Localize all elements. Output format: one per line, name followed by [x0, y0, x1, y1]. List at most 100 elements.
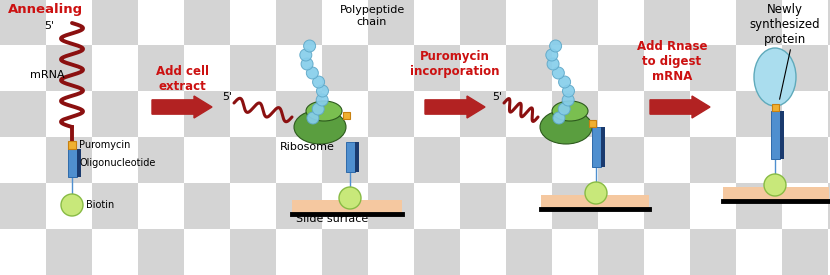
Text: Slide surface: Slide surface: [295, 214, 369, 224]
Bar: [506, 229, 552, 275]
Bar: [598, 137, 644, 183]
Bar: [292, 200, 402, 214]
Ellipse shape: [552, 101, 588, 121]
Text: Oligonucleotide: Oligonucleotide: [79, 158, 155, 168]
Bar: [828, 91, 830, 137]
Bar: [460, 137, 506, 183]
Bar: [276, 91, 322, 137]
Bar: [782, 229, 828, 275]
Bar: [276, 137, 322, 183]
Bar: [592, 127, 600, 167]
Bar: [828, 183, 830, 229]
Circle shape: [316, 94, 328, 106]
Bar: [92, 229, 138, 275]
Bar: [230, 137, 276, 183]
Bar: [414, 229, 460, 275]
Bar: [46, 0, 92, 45]
Bar: [690, 183, 736, 229]
Circle shape: [552, 67, 564, 79]
Bar: [588, 120, 595, 126]
Bar: [506, 137, 552, 183]
Bar: [736, 183, 782, 229]
Bar: [782, 0, 828, 45]
FancyArrow shape: [425, 96, 485, 118]
Circle shape: [339, 187, 361, 209]
Circle shape: [316, 85, 329, 97]
Bar: [345, 142, 354, 172]
Bar: [506, 45, 552, 91]
Bar: [690, 91, 736, 137]
Bar: [46, 183, 92, 229]
Bar: [828, 45, 830, 91]
Bar: [322, 229, 368, 275]
Bar: [276, 0, 322, 45]
Bar: [368, 45, 414, 91]
Bar: [736, 229, 782, 275]
Bar: [598, 229, 644, 275]
Ellipse shape: [540, 110, 592, 144]
Bar: [0, 229, 46, 275]
Text: Puromycin: Puromycin: [79, 140, 130, 150]
Bar: [322, 0, 368, 45]
Ellipse shape: [294, 110, 346, 144]
Bar: [0, 183, 46, 229]
FancyArrow shape: [650, 96, 710, 118]
Text: 5': 5': [44, 21, 54, 31]
FancyArrow shape: [152, 96, 212, 118]
Bar: [644, 229, 690, 275]
Bar: [322, 137, 368, 183]
Bar: [0, 137, 46, 183]
Bar: [506, 91, 552, 137]
Bar: [414, 0, 460, 45]
Bar: [772, 103, 779, 111]
Bar: [322, 183, 368, 229]
Circle shape: [313, 76, 325, 88]
Text: Biotin: Biotin: [86, 200, 115, 210]
Bar: [138, 137, 184, 183]
Circle shape: [547, 58, 559, 70]
Bar: [138, 229, 184, 275]
Bar: [598, 91, 644, 137]
Bar: [828, 229, 830, 275]
Bar: [736, 91, 782, 137]
Bar: [600, 127, 604, 167]
Bar: [68, 141, 76, 149]
Circle shape: [546, 49, 558, 61]
Bar: [322, 91, 368, 137]
Bar: [343, 111, 349, 119]
Bar: [368, 91, 414, 137]
Bar: [541, 195, 649, 209]
Text: Annealing: Annealing: [8, 3, 83, 16]
Bar: [368, 183, 414, 229]
Bar: [782, 183, 828, 229]
Bar: [552, 229, 598, 275]
Text: 5': 5': [492, 92, 502, 102]
Bar: [779, 111, 784, 159]
Bar: [184, 91, 230, 137]
Bar: [644, 91, 690, 137]
Circle shape: [61, 194, 83, 216]
Bar: [414, 91, 460, 137]
Text: Add Rnase
to digest
mRNA: Add Rnase to digest mRNA: [637, 40, 707, 83]
Bar: [368, 137, 414, 183]
Bar: [644, 45, 690, 91]
Circle shape: [563, 85, 574, 97]
Bar: [46, 91, 92, 137]
Bar: [322, 45, 368, 91]
Bar: [506, 0, 552, 45]
Bar: [736, 0, 782, 45]
Circle shape: [307, 112, 319, 124]
Bar: [414, 137, 460, 183]
Bar: [92, 0, 138, 45]
Bar: [368, 229, 414, 275]
Text: 5': 5': [222, 92, 232, 102]
Bar: [598, 183, 644, 229]
Circle shape: [559, 103, 570, 115]
Bar: [552, 45, 598, 91]
Bar: [690, 45, 736, 91]
Bar: [736, 137, 782, 183]
Bar: [0, 91, 46, 137]
Bar: [414, 45, 460, 91]
Circle shape: [312, 103, 325, 115]
Bar: [460, 91, 506, 137]
